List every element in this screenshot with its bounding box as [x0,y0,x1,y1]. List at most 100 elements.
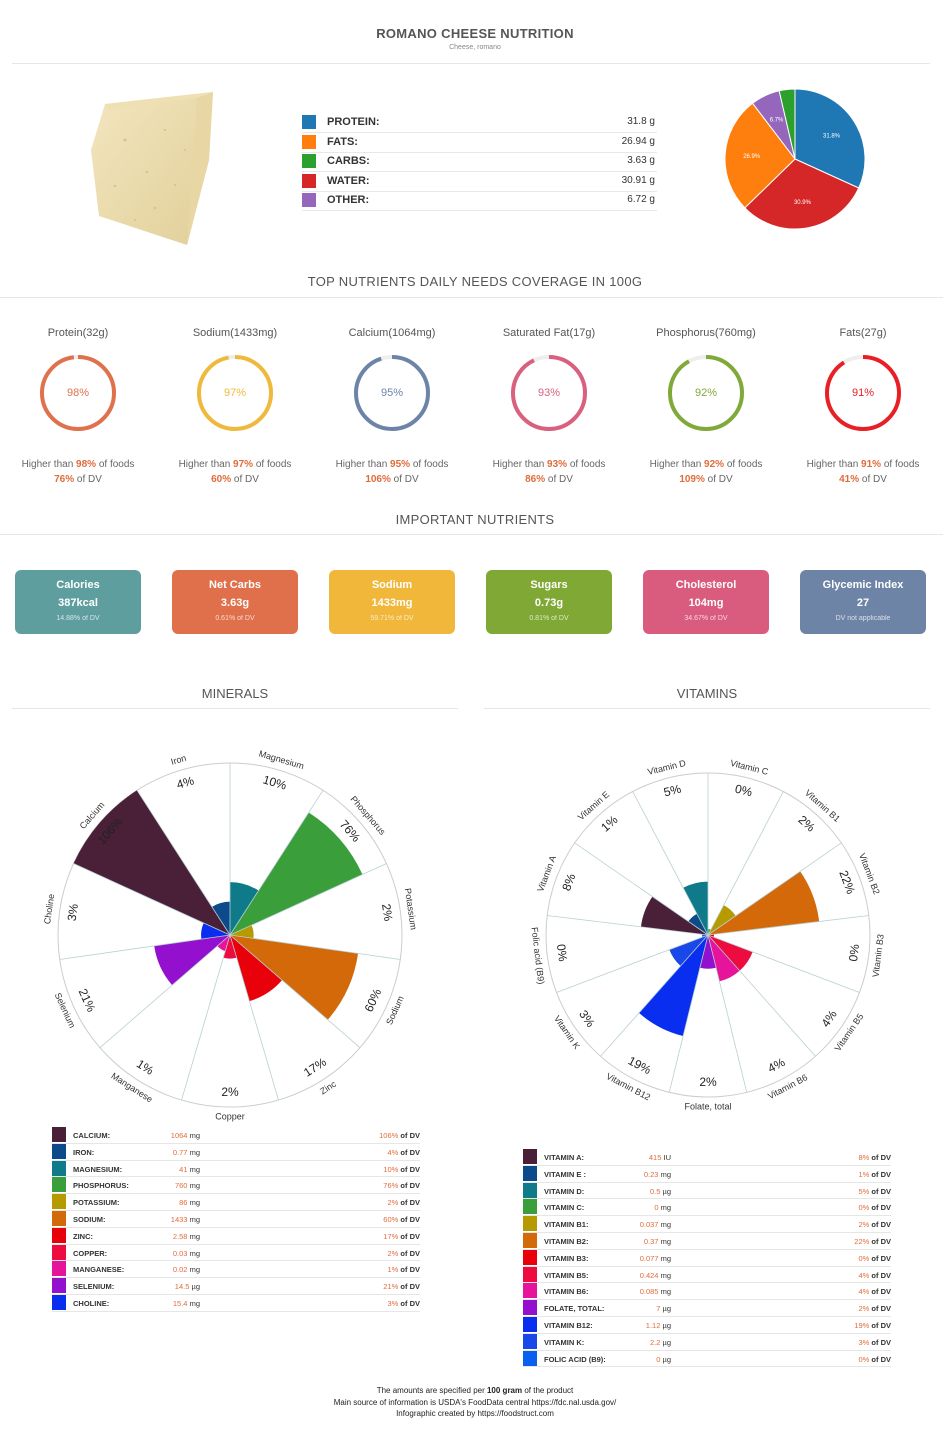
macro-value: 30.91 g [621,174,655,186]
macro-value: 3.63 g [627,155,655,166]
polar-category-label: Iron [170,753,188,767]
polar-bar [638,935,708,1037]
macro-row: WATER: 30.91 g [302,173,657,192]
macro-label: PROTEIN: [327,116,380,128]
macro-pie-chart: 31.8% 30.9% 26.9% 6.7% [724,88,866,230]
polar-category-label: Vitamin B3 [871,934,886,978]
nutrient-row: PHOSPHORUS: 760 mg 76% of DV [52,1177,420,1195]
polar-value-label: 8% [559,871,578,892]
nutrient-name: VITAMIN B3: [544,1253,589,1263]
polar-value-label: 0% [734,782,755,800]
footer: The amounts are specified per 100 gram o… [0,1385,950,1420]
nutrient-dv: 2% of DV [387,1248,420,1258]
polar-category-label: Folate, total [684,1101,731,1111]
footer-line-3: Infographic created by https://foodstruc… [396,1409,554,1418]
nutrient-row: VITAMIN B2: 0.37 mg 22% of DV [523,1232,891,1250]
polar-bar [73,790,230,935]
coverage-text: Higher than 95% of foods 106% of DV [335,459,449,485]
nutrient-row: VITAMIN A: 415 IU 8% of DV [523,1149,891,1166]
legend-swatch [52,1261,66,1277]
polar-bar [230,935,283,1002]
nutrient-row: MANGANESE: 0.02 mg 1% of DV [52,1261,420,1279]
polar-bar [708,935,740,982]
card-dv: DV not applicable [835,615,891,622]
nutrient-dv: 19% of DV [854,1320,891,1330]
nutrient-amount: 2.2 µg [649,1337,671,1347]
legend-swatch [52,1278,66,1294]
page-subtitle: Cheese, romano [449,44,501,51]
legend-swatch [302,134,316,149]
polar-value-label: 2% [221,1085,239,1099]
coverage-arc [354,355,430,431]
polar-bar [699,935,717,969]
nutrient-row: IRON: 0.77 mg 4% of DV [52,1143,420,1161]
coverage-name: Phosphorus(760mg) [656,327,756,339]
nutrient-amount: 0 µg [656,1354,671,1364]
nutrient-row: CHOLINE: 15.4 mg 3% of DV [52,1294,420,1312]
nutrient-amount: 0.085 mg [639,1287,671,1297]
polar-bar [688,913,708,935]
nutrient-amount: 15.4 mg [172,1298,200,1308]
divider [0,297,943,298]
legend-swatch [523,1149,537,1164]
coverage-ring: 95% [353,354,431,432]
nutrient-amount: 41 mg [179,1164,200,1174]
card-value: 1433mg [371,597,413,609]
nutrient-dv: 5% of DV [858,1186,891,1196]
card-dv: 59.71% of DV [370,615,414,622]
coverage-name: Fats(27g) [839,327,887,339]
nutrient-amount: 7 µg [656,1304,671,1314]
legend-swatch [523,1232,537,1248]
nutrient-name: VITAMIN C: [544,1203,585,1213]
coverage-arc [197,355,273,431]
nutrient-name: FOLIC ACID (B9): [544,1354,606,1364]
nutrient-name: IRON: [73,1147,95,1157]
nutrient-amount: 0.03 mg [172,1248,200,1258]
nutrient-name: VITAMIN A: [544,1153,584,1162]
nutrient-row: VITAMIN B1: 0.037 mg 2% of DV [523,1216,891,1233]
polar-category-label: Vitamin C [729,758,770,777]
nutrient-row: CALCIUM: 1064 mg 106% of DV [52,1127,420,1144]
nutrient-row: VITAMIN B12: 1.12 µg 19% of DV [523,1316,891,1334]
nutrient-dv: 2% of DV [858,1304,891,1314]
coverage-arc [40,355,116,431]
polar-value-label: 10% [261,773,288,793]
nutrient-amount: 1.12 µg [645,1320,671,1330]
pie-slice-label: 6.7% [770,118,784,124]
nutrient-name: CALCIUM: [73,1131,111,1140]
pie-slice-label: 26.9% [743,154,761,160]
coverage-arc [668,355,744,431]
polar-bar [230,925,254,939]
macro-value: 31.8 g [627,116,655,127]
legend-swatch [302,173,316,188]
nutrient-row: VITAMIN D: 0.5 µg 5% of DV [523,1182,891,1200]
macro-label: FATS: [327,135,358,148]
nutrient-amount: 0.037 mg [639,1220,671,1230]
nutrient-amount: 1433 mg [170,1214,200,1224]
nutrient-card: Net Carbs 3.63g 0.61% of DV [172,570,298,634]
nutrient-dv: 4% of DV [858,1287,891,1297]
nutrient-amount: 0.77 mg [172,1147,200,1157]
card-label: Cholesterol [675,579,737,591]
nutrient-dv: 76% of DV [383,1181,420,1191]
card-dv: 0.61% of DV [215,615,255,622]
pie-slice [744,158,860,230]
nutrient-card: Cholesterol 104mg 34.67% of DV [643,570,769,634]
vitamins-polar-chart: Vitamin C0% Vitamin B12%Vitamin B222%Vita… [529,758,886,1112]
nutrient-amount: 0.5 µg [649,1186,671,1196]
coverage-ring: 97% [196,354,274,432]
nutrient-name: MANGANESE: [73,1265,125,1275]
page-title: ROMANO CHEESE NUTRITION [376,26,574,41]
coverage-ring: 91% [824,354,902,432]
pie-slice [794,88,866,189]
nutrient-name: VITAMIN B6: [544,1287,589,1297]
polar-value-label: 3% [65,902,81,921]
legend-swatch [523,1216,537,1232]
coverage-pct: 95% [380,387,404,399]
nutrient-amount: 0.37 mg [643,1236,671,1246]
nutrient-row: VITAMIN K: 2.2 µg 3% of DV [523,1333,891,1351]
card-label: Glycemic Index [822,579,904,591]
polar-category-label: Choline [42,893,56,925]
nutrient-amount: 0.02 mg [172,1265,200,1275]
polar-category-label: Folic acid (B9) [529,927,546,985]
